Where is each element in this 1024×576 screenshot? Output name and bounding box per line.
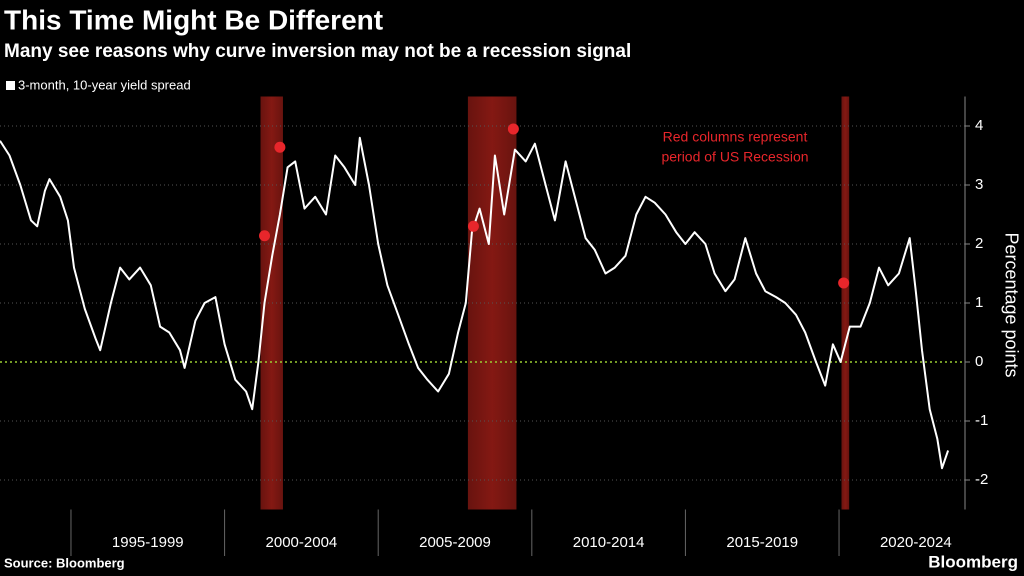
y-tick-label: -2 <box>975 471 988 488</box>
marker <box>838 277 850 289</box>
y-tick-label: -1 <box>975 412 988 429</box>
annotation: Red columns represent <box>663 129 808 145</box>
x-tick-label: 2005-2009 <box>419 534 491 551</box>
series-line <box>0 136 950 470</box>
marker <box>259 230 271 242</box>
y-tick-label: 1 <box>975 294 983 311</box>
x-tick-label: 2010-2014 <box>573 534 645 551</box>
brand: Bloomberg <box>928 552 1018 571</box>
marker <box>274 141 286 153</box>
chart-title: This Time Might Be Different <box>4 4 383 35</box>
y-tick-label: 4 <box>975 117 983 134</box>
source: Source: Bloomberg <box>4 555 125 570</box>
x-tick-label: 1995-1999 <box>112 534 184 551</box>
x-tick-label: 2020-2024 <box>880 534 952 551</box>
y-tick-label: 2 <box>975 235 983 252</box>
chart-subtitle: Many see reasons why curve inversion may… <box>4 41 631 62</box>
recession-column <box>260 96 283 510</box>
marker <box>467 220 479 232</box>
legend-label: 3-month, 10-year yield spread <box>18 77 191 92</box>
recession-column <box>841 96 850 510</box>
x-tick-label: 2000-2004 <box>266 534 338 551</box>
annotation: period of US Recession <box>661 149 808 165</box>
y-tick-label: 3 <box>975 176 983 193</box>
legend-swatch <box>6 81 15 90</box>
y-axis-label: Percentage points <box>1001 232 1021 377</box>
marker <box>507 123 519 135</box>
x-tick-label: 2015-2019 <box>726 534 798 551</box>
y-tick-label: 0 <box>975 353 983 370</box>
